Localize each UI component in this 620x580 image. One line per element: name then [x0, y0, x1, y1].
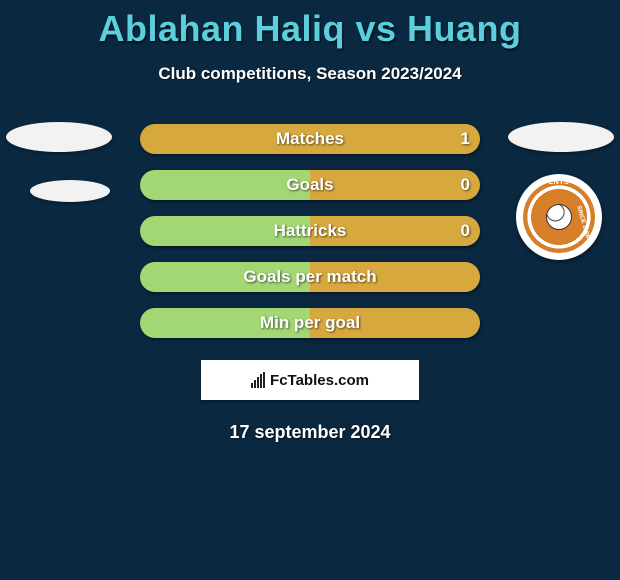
stat-bar-track: Min per goal: [140, 308, 480, 338]
stat-bar-track: Goals: [140, 170, 480, 200]
comparison-title: Ablahan Haliq vs Huang: [0, 0, 620, 50]
stat-row: Goals per match: [0, 254, 620, 300]
stat-bar-left: [140, 170, 310, 200]
comparison-subtitle: Club competitions, Season 2023/2024: [0, 64, 620, 84]
stat-bar-right: [140, 124, 480, 154]
stat-bar-track: Matches: [140, 124, 480, 154]
stat-bar-left: [140, 308, 310, 338]
footer-brand-text: FcTables.com: [270, 372, 369, 389]
stat-value-right: 0: [461, 208, 470, 254]
bars-icon: [251, 372, 265, 388]
stat-row: Min per goal: [0, 300, 620, 346]
stat-bar-track: Goals per match: [140, 262, 480, 292]
footer-brand-box: FcTables.com: [201, 360, 419, 400]
stat-row: Matches1: [0, 116, 620, 162]
stat-bar-right: [310, 170, 480, 200]
stat-bar-right: [310, 216, 480, 246]
stat-bar-right: [310, 262, 480, 292]
stat-rows-container: Matches1Goals0Hattricks0Goals per matchM…: [0, 116, 620, 346]
stat-bar-right: [310, 308, 480, 338]
stat-value-right: 0: [461, 162, 470, 208]
stat-bar-left: [140, 216, 310, 246]
footer-date: 17 september 2024: [0, 422, 620, 443]
stat-value-right: 1: [461, 116, 470, 162]
stat-row: Hattricks0: [0, 208, 620, 254]
stat-bar-left: [140, 262, 310, 292]
stat-row: Goals0: [0, 162, 620, 208]
stat-bar-track: Hattricks: [140, 216, 480, 246]
